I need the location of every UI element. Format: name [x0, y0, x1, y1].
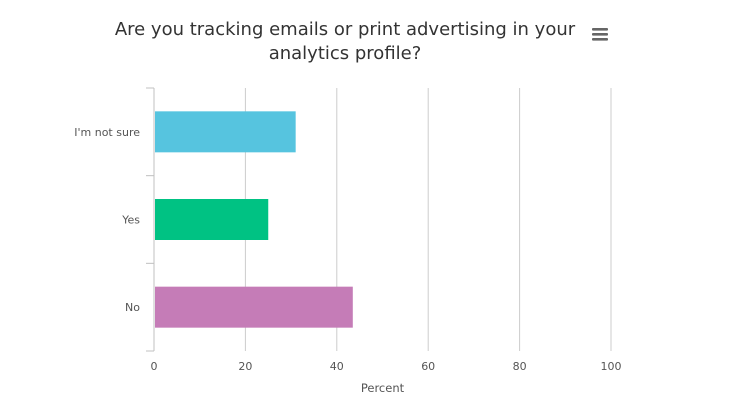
x-tick-label: 40: [330, 360, 344, 373]
chart-title: Are you tracking emails or print adverti…: [114, 19, 576, 64]
chart-menu-button[interactable]: [588, 24, 612, 44]
bar: [155, 286, 353, 328]
bar: [155, 111, 296, 153]
x-tick-label: 20: [238, 360, 252, 373]
hamburger-menu-icon: [592, 28, 608, 41]
x-tick-label: 60: [421, 360, 435, 373]
bar: [155, 199, 269, 240]
x-tick-label: 0: [151, 360, 158, 373]
x-tick-label: 100: [601, 360, 622, 373]
category-label: I'm not sure: [74, 126, 140, 139]
x-tick-label: 80: [513, 360, 527, 373]
category-label: No: [125, 301, 140, 314]
category-label: Yes: [121, 214, 140, 227]
x-axis-title: Percent: [361, 381, 405, 395]
